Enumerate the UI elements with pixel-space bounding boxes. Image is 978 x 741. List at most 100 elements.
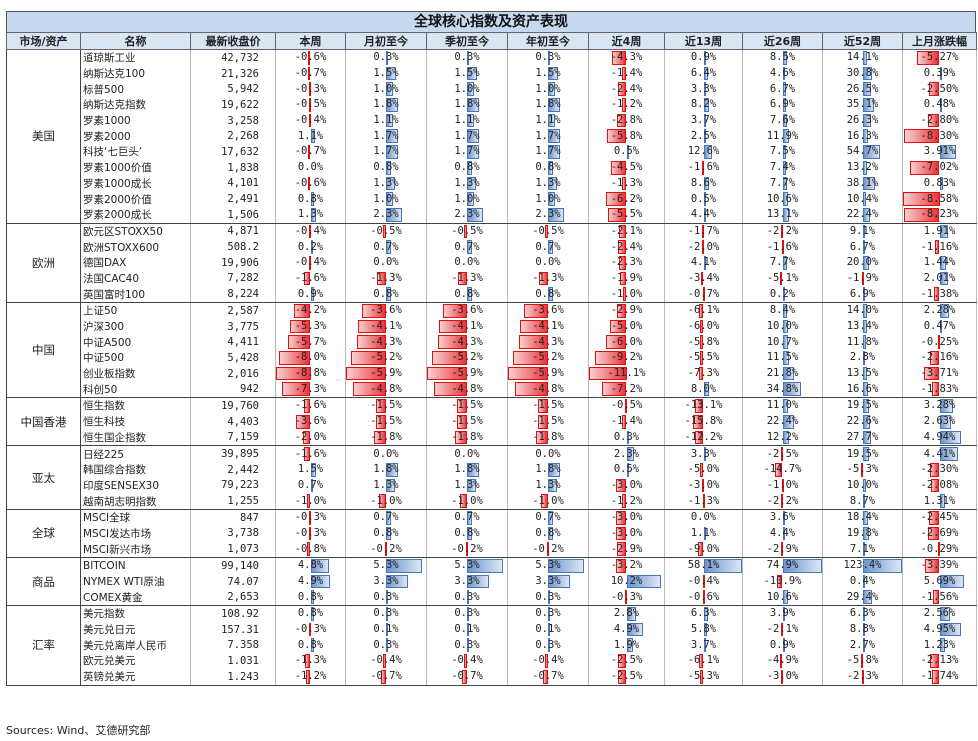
perf-cell: 0.7%	[426, 509, 508, 526]
perf-cell: -1.3%	[345, 270, 427, 287]
data-label: -2.30%	[920, 463, 959, 476]
perf-cell: 2.3%	[426, 206, 508, 224]
region-label: 中国香港	[6, 397, 81, 447]
data-bar	[548, 622, 550, 637]
perf-cell: -6.2%	[588, 191, 665, 207]
perf-cell: -1.6%	[275, 445, 346, 462]
data-bar	[386, 160, 392, 175]
perf-cell: 22.4%	[822, 206, 903, 224]
data-label: 0.0%	[297, 161, 324, 174]
perf-cell: -0.3%	[275, 621, 346, 638]
data-bar	[463, 224, 467, 239]
data-label: -1.6%	[687, 161, 720, 174]
data-bar	[512, 351, 548, 365]
data-label: -4.1%	[370, 320, 402, 333]
perf-cell: -3.71%	[902, 365, 977, 382]
perf-cell: 2.28%	[902, 302, 977, 319]
data-label: 14.1%	[846, 51, 879, 64]
table-row: 欧洲 欧元区STOXX50 4,871 -0.4% -0.5% -0.5% -0.5% -2.…	[6, 222, 977, 304]
perf-cell: -2.1%	[742, 621, 823, 638]
data-label: 22.4%	[846, 208, 879, 221]
data-bar	[548, 510, 553, 525]
perf-cell: -7.02%	[902, 159, 977, 176]
data-label: 54.7%	[846, 145, 879, 158]
perf-cell: -2.4%	[588, 239, 665, 255]
data-bar	[862, 98, 874, 112]
data-bar	[781, 478, 784, 493]
data-label: -1.0%	[532, 494, 564, 507]
data-bar	[467, 98, 480, 112]
data-bar	[304, 271, 311, 286]
data-bar	[381, 669, 386, 684]
data-bar	[621, 66, 627, 81]
data-label: -1.0%	[610, 287, 643, 300]
data-bar	[304, 399, 311, 413]
perf-cell: 0.0%	[507, 254, 589, 271]
data-label: 0.7%	[373, 240, 399, 253]
data-bar	[375, 414, 386, 429]
data-bar	[932, 590, 940, 605]
close-price: 79,223	[190, 477, 276, 494]
perf-cell: -0.6%	[275, 175, 346, 192]
perf-cell: 2.01%	[902, 270, 977, 287]
table-row: 法国CAC40 7,282 -1.6% -1.3% -1.3% -1.3% -1.9% -3.…	[7, 270, 977, 287]
data-label: 22.4%	[766, 415, 799, 428]
data-label: -0.7%	[294, 67, 327, 80]
data-label: 0.2%	[769, 287, 796, 300]
perf-cell: -4.1%	[345, 318, 427, 335]
perf-cell: -1.9%	[822, 270, 903, 287]
data-label: 7.7%	[769, 176, 796, 189]
perf-cell: 2.3%	[507, 206, 589, 224]
data-bar	[623, 287, 627, 301]
data-label: -1.5%	[532, 399, 564, 412]
data-bar	[309, 622, 312, 637]
data-label: 0.8%	[373, 161, 399, 174]
data-bar	[589, 366, 627, 381]
data-label: -0.4%	[451, 654, 483, 667]
data-bar	[386, 462, 399, 477]
data-bar	[862, 113, 871, 128]
data-bar	[310, 240, 313, 254]
perf-cell: 0.0%	[345, 445, 427, 462]
perf-cell: 1.44%	[902, 254, 977, 271]
data-label: 1.3%	[373, 176, 399, 189]
table-row: MSCI发达市场 3,738 -0.3% 0.8% 0.8% 0.8% -3.0% 1.1% 4…	[7, 525, 977, 542]
data-label: 9.1%	[849, 224, 876, 237]
data-label: -4.3%	[610, 51, 643, 64]
data-bar	[616, 304, 627, 318]
close-price: 21,326	[190, 65, 276, 82]
data-bar	[307, 542, 311, 556]
data-label: -1.6%	[294, 271, 327, 284]
data-bar	[939, 430, 961, 445]
close-price: 7.358	[190, 637, 276, 654]
data-bar	[535, 430, 548, 445]
data-label: 10.6%	[766, 590, 799, 603]
data-label: 1.7%	[454, 129, 480, 142]
perf-cell: -2.45%	[902, 509, 977, 526]
perf-cell: 1.8%	[507, 97, 589, 113]
data-bar	[699, 335, 704, 350]
data-bar	[703, 82, 706, 97]
data-bar	[939, 224, 948, 239]
data-bar	[456, 399, 467, 413]
data-label: 2.5%	[690, 129, 717, 142]
perf-cell: 2.3%	[588, 445, 665, 462]
data-label: 0.7%	[454, 240, 480, 253]
perf-cell: 7.7%	[742, 254, 823, 271]
data-bar	[619, 224, 627, 239]
data-label: -2.45%	[920, 511, 959, 524]
data-label: 19.5%	[846, 399, 879, 412]
asset-name: 纳斯达克指数	[80, 97, 191, 113]
perf-cell: 4.4%	[664, 206, 743, 224]
data-bar	[701, 478, 704, 493]
data-label: 5.69%	[923, 575, 956, 588]
data-label: -2.2%	[766, 224, 799, 237]
data-label: -0.7%	[451, 670, 483, 683]
perf-cell: -4.3%	[426, 334, 508, 351]
data-label: -10.9%	[763, 575, 802, 588]
perf-cell: 3.3%	[345, 573, 427, 590]
data-bar	[703, 526, 706, 541]
data-label: -2.5%	[766, 447, 799, 460]
data-label: 3.3%	[690, 447, 717, 460]
data-label: 6.9%	[769, 98, 796, 111]
